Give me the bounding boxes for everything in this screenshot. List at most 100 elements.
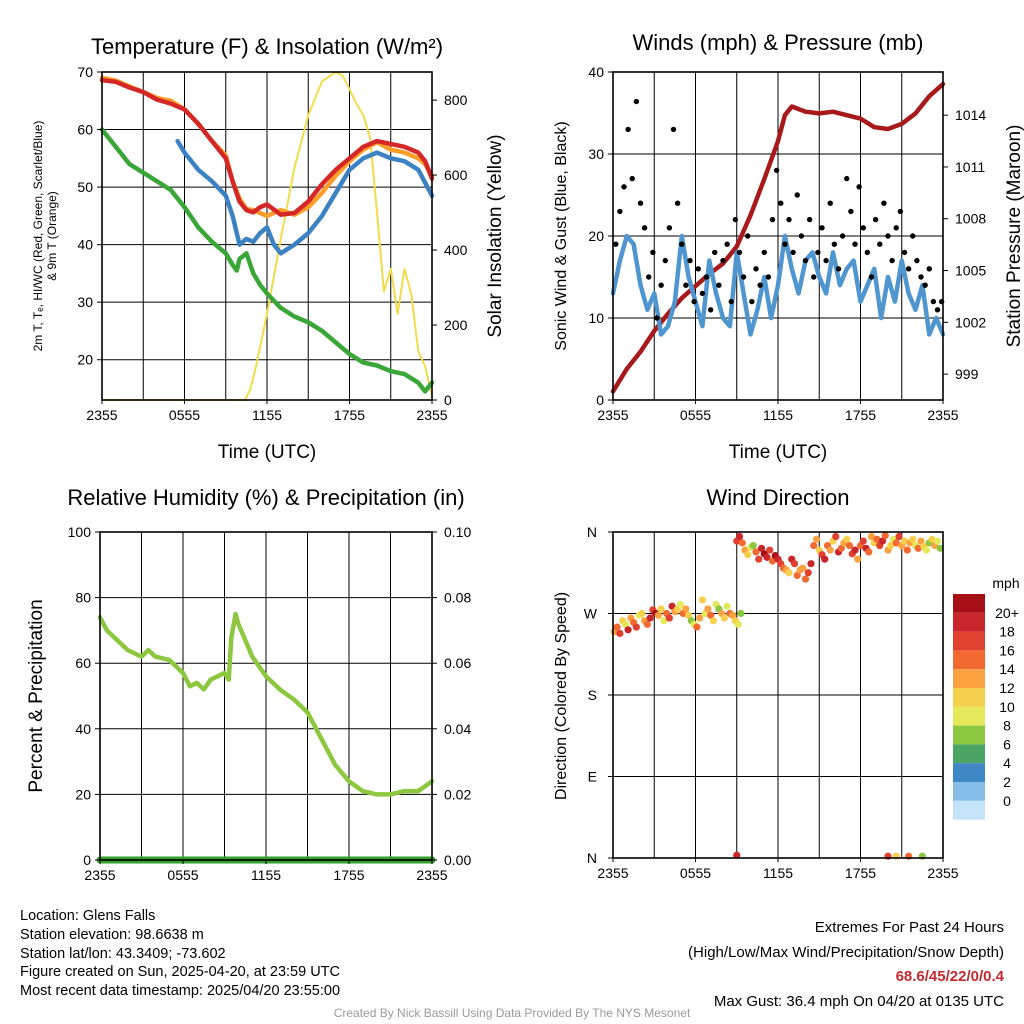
speed-legend-swatch	[953, 688, 985, 707]
speed-legend-label: 2	[1003, 774, 1011, 790]
direction-point	[785, 569, 793, 577]
gust-point	[716, 282, 722, 288]
rh-x-tick-label: 2355	[416, 867, 447, 883]
wind-y2-tick-label: 1014	[955, 107, 986, 123]
wind-x-tick-label: 1155	[763, 407, 793, 423]
insolation-y-axis-title: Solar Insolation (Yellow)	[485, 134, 506, 337]
gust-point	[848, 208, 854, 215]
wind-x-axis-title: Time (UTC)	[729, 442, 828, 463]
temp-x-tick-label: 1155	[252, 407, 282, 423]
speed-legend-title: mph	[992, 575, 1019, 591]
direction-point	[624, 626, 632, 634]
direction-point	[693, 623, 701, 631]
direction-point	[723, 602, 731, 610]
direction-point	[936, 544, 944, 552]
direction-point	[698, 596, 706, 604]
direction-point	[755, 555, 763, 563]
direction-point	[807, 560, 815, 568]
gust-point	[625, 126, 631, 133]
max-gust: Max Gust: 36.4 mph On 04/20 at 0135 UTC	[713, 992, 1004, 1010]
gust-point	[844, 175, 850, 182]
extremes-legend: (High/Low/Max Wind/Precipitation/Snow De…	[688, 943, 1004, 961]
direction-point	[749, 541, 757, 550]
rh-y2-tick-label: 0.00	[444, 852, 471, 868]
gust-point	[885, 233, 891, 239]
gust-point	[728, 298, 734, 305]
wind-y-tick-label: 20	[588, 228, 604, 244]
temp-x-tick-label: 1755	[334, 407, 365, 423]
wind-y2-tick-label: 1002	[955, 314, 986, 330]
gust-point	[910, 233, 916, 239]
extremes-title: Extremes For Past 24 Hours	[814, 919, 1004, 936]
gust-point	[650, 249, 656, 256]
wind-direction-panel: Wind Direction 2355 0555 1155 1755 2355NESWN…	[553, 485, 1020, 881]
gust-point	[798, 233, 805, 239]
direction-point	[867, 532, 876, 541]
gust-point	[806, 216, 813, 223]
wind-x-tick-label: 1755	[845, 407, 876, 423]
temp-x-tick-label: 0555	[169, 407, 200, 423]
gust-point	[893, 225, 899, 231]
direction-point	[790, 560, 799, 568]
gust-point	[819, 225, 825, 231]
temperature-y-axis-title-line2: & 9m T (Orange)	[45, 191, 59, 281]
speed-legend-label: 6	[1003, 736, 1011, 752]
gust-point	[674, 200, 681, 206]
rh-y-tick-label: 40	[75, 721, 91, 737]
extremes-values: 68.6/45/22/0/0.4	[895, 968, 1004, 985]
gust-point	[790, 249, 796, 256]
gust-point	[646, 274, 652, 280]
direction-point	[766, 546, 774, 554]
pressure-y-axis-title: Station Pressure (Maroon)	[1004, 125, 1024, 348]
wind-y-tick-label: 0	[596, 392, 604, 408]
winds-pressure-panel: Winds (mph) & Pressure (mb) 2355 0555 1155…	[553, 30, 1024, 463]
gust-point	[740, 274, 747, 280]
direction-point	[914, 544, 922, 552]
speed-legend-label: 4	[1003, 755, 1011, 771]
wind-y-tick-label: 40	[588, 64, 604, 80]
gust-point	[839, 233, 846, 239]
gust-point	[926, 266, 932, 272]
station-location: Location: Glens Falls	[20, 908, 156, 924]
speed-legend-label: 10	[999, 699, 1015, 715]
gust-point	[679, 241, 685, 247]
gust-point	[914, 257, 920, 264]
temperature-x-axis-title: Time (UTC)	[218, 442, 317, 463]
rh-x-tick-label: 1755	[333, 867, 364, 883]
gust-point	[687, 257, 693, 264]
wind-panel-title: Winds (mph) & Pressure (mb)	[633, 30, 924, 55]
direction-point	[657, 605, 665, 613]
gust-point	[707, 307, 714, 313]
rh-y-tick-label: 80	[75, 590, 91, 606]
dir-x-tick-label: 2355	[927, 865, 958, 881]
temp-x-tick-label: 2355	[86, 407, 117, 423]
gust-point	[856, 184, 862, 190]
speed-legend-swatch	[953, 763, 985, 782]
speed-legend-label: 16	[999, 642, 1015, 658]
temp-y2-tick-label: 0	[444, 392, 452, 408]
gust-point	[662, 257, 668, 264]
direction-point	[752, 548, 760, 556]
gust-point	[881, 200, 887, 206]
station-info: Location: Glens Falls Station elevation:…	[20, 907, 340, 1001]
gust-point	[658, 282, 664, 288]
gust-point	[654, 315, 660, 321]
direction-point	[851, 546, 859, 554]
direction-point	[922, 546, 931, 554]
gust-point	[621, 184, 627, 190]
direction-point	[654, 611, 662, 619]
dir-x-tick-label: 1755	[845, 865, 876, 881]
rh-y-tick-label: 0	[83, 852, 91, 868]
temp-y-tick-label: 40	[77, 237, 93, 253]
direction-point	[892, 539, 900, 547]
gust-point	[617, 208, 623, 215]
humidity-precipitation-panel: Relative Humidity (%) & Precipitation (i…	[26, 485, 471, 883]
wind-x-tick-label: 2355	[927, 407, 958, 423]
direction-point	[632, 623, 640, 631]
temp-y2-tick-label: 800	[444, 92, 468, 108]
speed-legend-swatch	[953, 669, 985, 688]
gust-point	[641, 225, 648, 231]
direction-point	[734, 620, 742, 628]
speed-legend-swatch	[953, 594, 985, 613]
gust-point	[930, 298, 937, 305]
